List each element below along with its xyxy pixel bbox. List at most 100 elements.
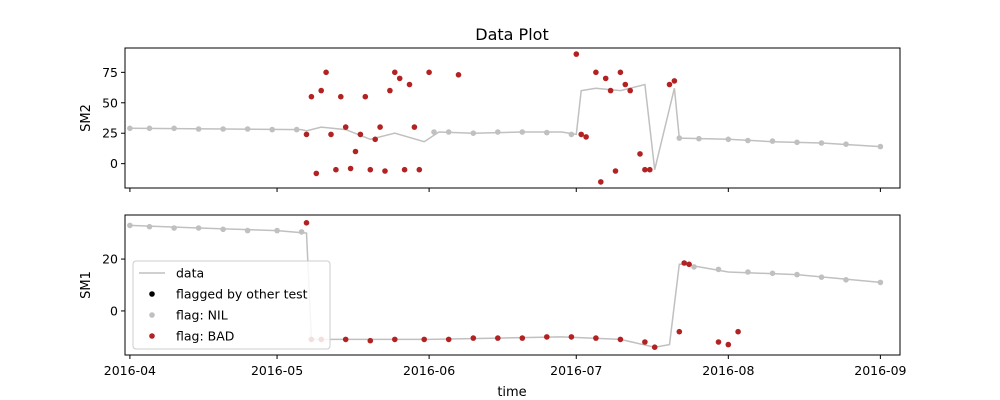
sm2-point-flag-bad: [367, 166, 374, 173]
sm2-point-flag-bad: [342, 124, 349, 130]
sm2-point-flag-bad: [313, 170, 320, 177]
sm1-y-ticks: 0 20: [102, 252, 125, 318]
legend-label: flag: BAD: [176, 329, 234, 344]
sm1-point-flag-bad: [421, 336, 428, 343]
sm1-point-flag-bad: [681, 260, 687, 266]
sm2-point-flag-nil: [220, 126, 226, 132]
sm2-point-flag-nil: [293, 126, 300, 133]
legend-label: flagged by other test: [176, 287, 308, 302]
sm1-point-flag-bad: [651, 344, 658, 351]
sm2-point-flag-nil: [877, 143, 884, 150]
sm2-point-flag-bad: [426, 69, 432, 76]
sm1-point-flag-bad: [470, 335, 477, 341]
sm2-point-flag-nil: [470, 130, 477, 136]
sm2-y-tick-label: 75: [102, 65, 118, 80]
legend-swatch-point: [149, 291, 155, 297]
sm1-point-flag-bad: [445, 336, 452, 343]
sm1-point-flag-bad: [617, 336, 624, 343]
legend-frame: [132, 260, 331, 350]
sm1-point-flag-nil: [843, 277, 849, 283]
sm1-point-flag-nil: [171, 225, 177, 231]
sm2-point-flag-bad: [352, 148, 359, 155]
sm2-point-flag-bad: [578, 131, 584, 138]
sm1-point-flag-bad: [676, 328, 683, 335]
sm2-point-flag-nil: [244, 126, 251, 132]
sm2-x-ticks: [129, 188, 881, 192]
sm2-point-flag-bad: [392, 69, 398, 76]
sm1-series-data-line: [129, 224, 881, 348]
sm1-point-flag-nil: [794, 271, 800, 278]
sm2-point-flag-bad: [593, 69, 599, 76]
sm1-point-flag-nil: [127, 222, 133, 229]
sm2-point-flag-bad: [328, 131, 334, 138]
sm2-point-flag-bad: [347, 165, 354, 172]
sm2-y-tick-label: 25: [102, 126, 118, 141]
sm2-point-flag-bad: [637, 151, 643, 157]
sm2-point-flag-bad: [573, 51, 580, 57]
sm1-point-flag-nil: [146, 223, 153, 230]
sm2-point-flag-nil: [843, 141, 849, 147]
sm2-point-flag-bad: [583, 134, 589, 140]
sm2-point-flag-bad: [411, 124, 418, 130]
sm2-point-flag-bad: [387, 87, 393, 94]
sm2-y-tick-label: 0: [110, 156, 118, 171]
sm2-point-flag-bad: [318, 87, 325, 94]
sm2-point-flag-nil: [544, 129, 550, 136]
sm2-point-flag-nil: [127, 125, 133, 132]
legend-entries: data flagged by other test flag: NIL flag: …: [139, 266, 308, 344]
sm2-point-flag-bad: [308, 93, 315, 100]
sm1-point-flag-nil: [195, 225, 202, 231]
sm1-point-flag-bad: [593, 335, 599, 341]
sm1-point-flag-nil: [818, 274, 825, 281]
sm2-point-flag-bad: [416, 166, 423, 173]
sm1-point-flag-nil: [745, 269, 751, 275]
sm2-point-flag-nil: [696, 135, 702, 142]
x-tick-label: 2016-05: [251, 363, 303, 378]
sm2-point-flag-bad: [338, 93, 344, 100]
sm1-point-flag-bad: [342, 336, 349, 343]
sm1-y-tick-label: 20: [102, 252, 118, 267]
sm2-point-flag-bad: [627, 87, 633, 94]
sm2-point-flag-bad: [455, 72, 462, 78]
sm2-point-flag-bad: [666, 81, 673, 88]
legend-swatch-point: [149, 333, 155, 339]
sm2-point-flag-bad: [323, 69, 329, 76]
sm2-series-data-line: [129, 83, 881, 170]
sm1-point-flag-bad: [725, 341, 732, 348]
sm2-point-flag-nil: [818, 140, 825, 146]
sm2-y-tick-label: 50: [102, 95, 118, 110]
sm2-point-flag-bad: [607, 87, 614, 94]
legend-label: data: [176, 266, 204, 281]
sm2-point-flag-nil: [519, 129, 526, 135]
sm2-point-flag-nil: [725, 136, 732, 143]
sm2-point-flag-bad: [401, 166, 408, 173]
sm2-point-flag-bad: [602, 75, 609, 82]
figure-title: Data Plot: [475, 25, 548, 44]
x-tick-label: 2016-07: [550, 363, 602, 378]
x-tick-label: 2016-04: [104, 363, 156, 378]
sm1-point-flag-nil: [244, 227, 251, 234]
sm2-axes-frame: [124, 47, 901, 189]
sm1-point-flag-bad: [735, 328, 741, 335]
sm2-y-ticks: 0 25 50 75: [102, 65, 125, 171]
sm2-point-flag-bad: [617, 69, 624, 76]
sm1-point-flag-bad: [367, 337, 374, 344]
legend: data flagged by other test flag: NIL flag: …: [132, 260, 331, 350]
sm2-point-flag-nil: [171, 125, 177, 132]
sm2-plot-area: [127, 51, 884, 185]
sm1-point-flag-nil: [274, 227, 280, 234]
sm1-x-ticks: 2016-04 2016-05 2016-06 2016-07 2016-08 2016-…: [104, 355, 907, 378]
sm1-point-flag-nil: [691, 264, 697, 270]
sm2-point-flag-nil: [676, 135, 683, 141]
sm1-axes: 020 2016-04 2016-05 2016-06 2016-07 2016-08 2…: [79, 214, 907, 400]
sm2-axes: 0 25 50 75 SM2: [79, 47, 901, 192]
sm1-point-flag-bad: [642, 339, 648, 345]
legend-swatch-point: [149, 312, 155, 318]
sm2-point-flag-bad: [642, 166, 648, 173]
sm1-plot-area: [127, 220, 884, 351]
sm1-point-flag-bad: [519, 335, 526, 341]
sm1-point-flag-bad: [568, 334, 575, 340]
sm1-point-flag-bad: [686, 261, 692, 268]
sm1-point-flag-bad: [303, 220, 310, 226]
